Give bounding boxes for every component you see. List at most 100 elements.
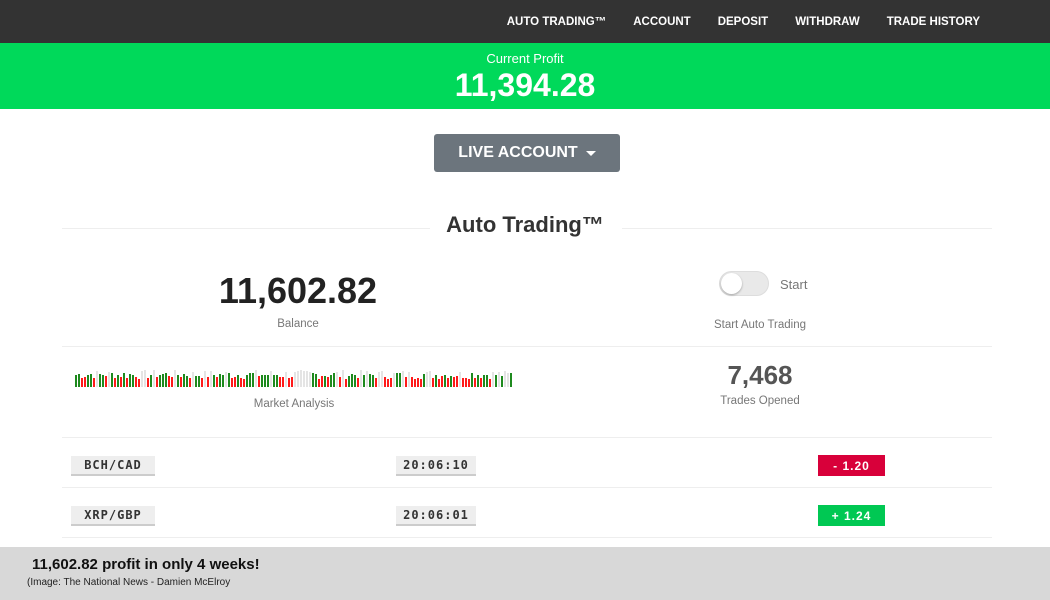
market-bar (387, 379, 389, 387)
market-bar (315, 374, 317, 387)
market-bar (123, 373, 125, 387)
market-bar (444, 375, 446, 387)
nav-withdraw[interactable]: WITHDRAW (795, 15, 860, 28)
market-bar (438, 379, 440, 387)
market-bar (432, 378, 434, 387)
market-bar (144, 370, 146, 387)
caret-down-icon (585, 150, 596, 156)
market-bar (168, 376, 170, 387)
market-bar (369, 374, 371, 387)
market-bar (126, 378, 128, 387)
market-bar (375, 378, 377, 387)
auto-trading-toggle[interactable] (719, 271, 769, 296)
balance-value: 11,602.82 (218, 270, 378, 311)
market-bar (120, 377, 122, 387)
nav-auto-trading[interactable]: AUTO TRADING™ (506, 15, 607, 28)
market-bar (486, 375, 488, 387)
market-bar (450, 376, 452, 387)
caption-credit: (Image: The National News - Damien McElr… (27, 577, 231, 588)
market-bar (177, 375, 179, 387)
caption-headline: 11,602.82 profit in only 4 weeks! (32, 556, 260, 573)
market-bar (363, 375, 365, 387)
auto-trading-label: Start Auto Trading (713, 319, 807, 331)
market-bar (300, 370, 302, 387)
market-bar (207, 377, 209, 387)
market-bar (138, 379, 140, 387)
market-bar (240, 378, 242, 387)
market-bar (303, 371, 305, 387)
market-bar (288, 378, 290, 387)
market-bar (447, 378, 449, 387)
market-bar (165, 373, 167, 387)
market-bar (246, 375, 248, 387)
market-bar (255, 370, 257, 387)
market-bar (81, 378, 83, 387)
market-bar (102, 375, 104, 387)
market-bar (171, 377, 173, 387)
market-bar (420, 379, 422, 387)
section-title: Auto Trading™ (446, 212, 604, 237)
nav-trade-history[interactable]: TRADE HISTORY (886, 15, 980, 28)
toggle-label: Start (780, 277, 808, 292)
market-bar (402, 371, 404, 387)
market-bar (279, 377, 281, 387)
market-bar (198, 376, 200, 387)
divider (62, 228, 430, 229)
market-bar (90, 374, 92, 387)
market-bar (225, 372, 227, 387)
trade-pair: BCH/CAD (71, 456, 155, 476)
market-bar (357, 378, 359, 387)
market-bar (339, 377, 341, 387)
market-bar (192, 372, 194, 387)
market-bar (465, 378, 467, 387)
account-dropdown[interactable]: LIVE ACCOUNT (434, 134, 620, 172)
market-bar (264, 375, 266, 387)
market-bar (483, 375, 485, 387)
caption: 11,602.82 profit in only 4 weeks! (Image… (0, 547, 1050, 600)
market-bar (309, 372, 311, 387)
toggle-knob (721, 273, 742, 294)
market-bar (507, 373, 509, 387)
market-bar (93, 378, 95, 387)
nav-deposit[interactable]: DEPOSIT (717, 15, 769, 28)
market-bar (282, 377, 284, 387)
trades-value: 7,468 (727, 360, 793, 390)
profit-label: Current Profit (486, 51, 564, 66)
trade-change-up: + 1.24 (818, 505, 885, 526)
market-bar (489, 379, 491, 387)
market-bar (204, 371, 206, 387)
market-bar (312, 373, 314, 387)
market-bar (399, 373, 401, 387)
market-bar (273, 375, 275, 387)
market-bar (132, 375, 134, 387)
market-bar (342, 370, 344, 387)
market-bar (435, 375, 437, 387)
market-bar (345, 379, 347, 387)
market-bar (270, 371, 272, 387)
market-bar (129, 374, 131, 387)
market-bar (87, 375, 89, 387)
market-bar (384, 377, 386, 387)
market-bar (456, 376, 458, 387)
profit-value: 11,394.28 (454, 67, 596, 103)
market-bar (378, 372, 380, 387)
market-bar (462, 378, 464, 387)
market-bar (423, 374, 425, 387)
nav-account[interactable]: ACCOUNT (633, 15, 691, 28)
market-bar (336, 372, 338, 387)
market-analysis-label: Market Analysis (253, 398, 335, 410)
market-bar (333, 373, 335, 387)
market-bar (141, 371, 143, 387)
market-bar (186, 376, 188, 387)
market-bar (408, 372, 410, 387)
market-bar (96, 371, 98, 387)
market-bar (414, 379, 416, 387)
market-bar (180, 377, 182, 387)
balance: 11,602.82 Balance (200, 270, 396, 330)
market-bar (258, 376, 260, 387)
market-bar (267, 375, 269, 387)
market-bar (477, 375, 479, 387)
market-bar (147, 378, 149, 387)
market-bar (411, 377, 413, 387)
market-bar (501, 376, 503, 387)
